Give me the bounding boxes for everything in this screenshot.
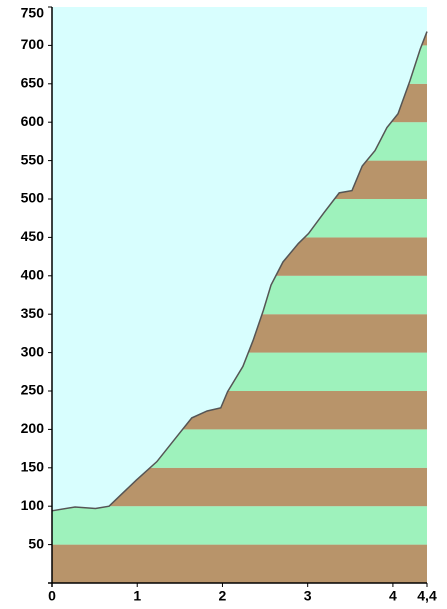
x-tick-label: 3 — [304, 588, 312, 604]
y-tick-label: 600 — [21, 113, 45, 129]
y-tick-label: 300 — [21, 343, 45, 359]
y-tick-label: 50 — [28, 535, 44, 551]
y-tick-label: 200 — [21, 420, 45, 436]
band — [52, 506, 427, 545]
x-tick-label: 0 — [48, 588, 56, 604]
profile-line — [51, 31, 428, 512]
y-tick-label: 500 — [21, 190, 45, 206]
x-tick-label: 1 — [133, 588, 141, 604]
y-tick-label: 250 — [21, 382, 45, 398]
band — [52, 544, 427, 583]
y-tick-label: 100 — [21, 497, 45, 513]
x-tick-label: 4 — [389, 588, 397, 604]
y-tick-label: 400 — [21, 267, 45, 283]
y-tick-label: 450 — [21, 228, 45, 244]
x-tick-label: 2 — [219, 588, 227, 604]
y-tick-label: 750 — [21, 5, 45, 21]
x-tick-label: 4,4 — [417, 588, 437, 604]
y-tick-label: 700 — [21, 36, 45, 52]
y-tick-label: 650 — [21, 75, 45, 91]
y-tick-label: 150 — [21, 459, 45, 475]
y-tick-label: 550 — [21, 151, 45, 167]
y-tick-label: 350 — [21, 305, 45, 321]
